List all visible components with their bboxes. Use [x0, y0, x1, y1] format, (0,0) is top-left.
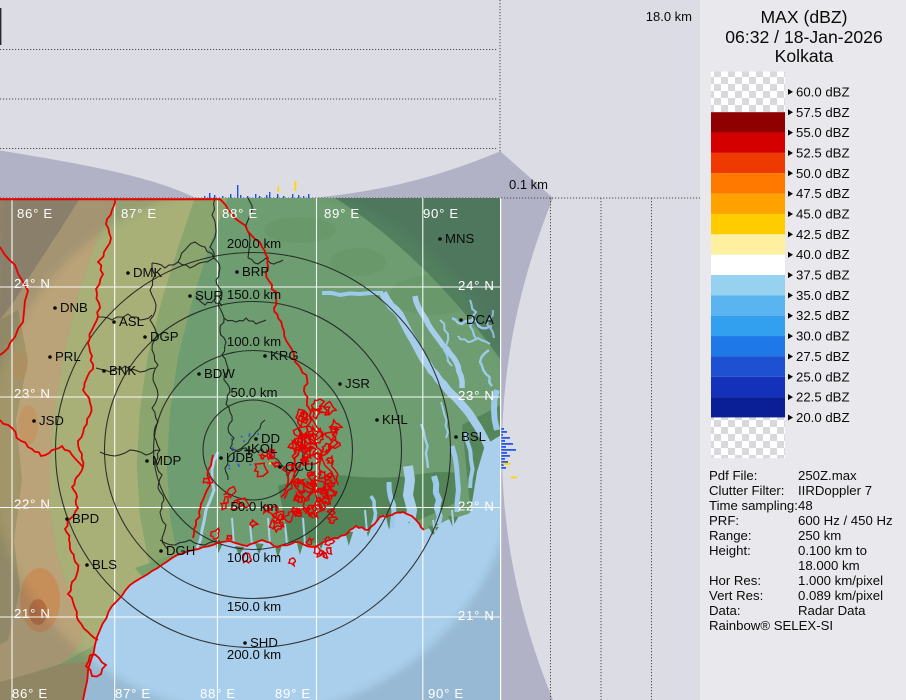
svg-text:22° N: 22° N — [458, 499, 495, 514]
svg-text:23° N: 23° N — [14, 386, 51, 401]
svg-text:JSD: JSD — [39, 413, 64, 428]
svg-text:250 km: 250 km — [798, 528, 841, 543]
svg-text:1.000 km/pixel: 1.000 km/pixel — [798, 573, 883, 588]
svg-text:BRP: BRP — [242, 264, 269, 279]
svg-text:21° N: 21° N — [458, 608, 495, 623]
svg-text:KRG: KRG — [270, 348, 299, 363]
svg-text:40.0 dBZ: 40.0 dBZ — [796, 247, 850, 262]
svg-text:23° N: 23° N — [458, 388, 495, 403]
svg-text:SHD: SHD — [250, 635, 278, 650]
svg-text:BLS: BLS — [92, 557, 117, 572]
svg-text:87° E: 87° E — [121, 206, 157, 221]
svg-text:KHL: KHL — [382, 412, 408, 427]
svg-text:Range:: Range: — [709, 528, 752, 543]
svg-text:35.0 dBZ: 35.0 dBZ — [796, 288, 850, 303]
svg-text:Pdf File:: Pdf File: — [709, 468, 757, 483]
svg-text:55.0 dBZ: 55.0 dBZ — [796, 125, 850, 140]
svg-text:88° E: 88° E — [222, 206, 258, 221]
svg-text:48: 48 — [798, 498, 813, 513]
svg-text:Vert Res:: Vert Res: — [709, 588, 763, 603]
svg-text:MAX (dBZ): MAX (dBZ) — [761, 7, 848, 27]
svg-text:50.0 km: 50.0 km — [231, 385, 278, 400]
svg-text:60.0 dBZ: 60.0 dBZ — [796, 84, 850, 99]
svg-text:SUR: SUR — [195, 288, 223, 303]
svg-text:21° N: 21° N — [14, 606, 51, 621]
svg-text:88° E: 88° E — [200, 686, 236, 700]
svg-text:42.5 dBZ: 42.5 dBZ — [796, 227, 850, 242]
svg-text:87° E: 87° E — [115, 686, 151, 700]
svg-text:Radar Data: Radar Data — [798, 603, 866, 618]
svg-text:PRL: PRL — [55, 349, 81, 364]
svg-text:18.000 km: 18.000 km — [798, 558, 860, 573]
svg-text:KOL: KOL — [251, 441, 277, 456]
svg-text:Clutter Filter:: Clutter Filter: — [709, 483, 784, 498]
svg-text:52.5 dBZ: 52.5 dBZ — [796, 146, 850, 161]
svg-text:MNS: MNS — [445, 231, 475, 246]
svg-text:0.100 km to: 0.100 km to — [798, 543, 867, 558]
svg-text:25.0 dBZ: 25.0 dBZ — [796, 369, 850, 384]
svg-text:30.0 dBZ: 30.0 dBZ — [796, 329, 850, 344]
svg-text:22° N: 22° N — [14, 497, 51, 512]
svg-text:86° E: 86° E — [17, 206, 53, 221]
svg-text:100.0 km: 100.0 km — [227, 334, 281, 349]
svg-text:DCA: DCA — [466, 312, 494, 327]
svg-text:24° N: 24° N — [458, 278, 495, 293]
svg-text:32.5 dBZ: 32.5 dBZ — [796, 308, 850, 323]
svg-text:DGH: DGH — [166, 543, 195, 558]
svg-text:200.0 km: 200.0 km — [227, 647, 281, 662]
svg-text:UDB: UDB — [226, 450, 254, 465]
svg-text:150.0 km: 150.0 km — [227, 599, 281, 614]
svg-text:0.089 km/pixel: 0.089 km/pixel — [798, 588, 883, 603]
svg-text:600 Hz / 450 Hz: 600 Hz / 450 Hz — [798, 513, 893, 528]
svg-text:150.0 km: 150.0 km — [227, 287, 281, 302]
svg-text:24° N: 24° N — [14, 276, 51, 291]
svg-text:IIRDoppler 7: IIRDoppler 7 — [798, 483, 872, 498]
svg-text:89° E: 89° E — [275, 686, 311, 700]
svg-text:50.0 dBZ: 50.0 dBZ — [796, 166, 850, 181]
svg-text:JSR: JSR — [345, 376, 370, 391]
svg-text:DMK: DMK — [133, 265, 163, 280]
svg-text:BPD: BPD — [72, 511, 99, 526]
svg-text:27.5 dBZ: 27.5 dBZ — [796, 349, 850, 364]
svg-text:Height:: Height: — [709, 543, 751, 558]
svg-text:06:32 / 18-Jan-2026: 06:32 / 18-Jan-2026 — [725, 27, 883, 47]
svg-text:18.0 km: 18.0 km — [646, 9, 692, 24]
svg-text:47.5 dBZ: 47.5 dBZ — [796, 186, 850, 201]
svg-text:20.0 dBZ: 20.0 dBZ — [796, 410, 850, 425]
svg-text:Hor Res:: Hor Res: — [709, 573, 761, 588]
svg-text:PRF:: PRF: — [709, 513, 739, 528]
svg-text:BDW: BDW — [204, 366, 235, 381]
svg-text:45.0 dBZ: 45.0 dBZ — [796, 207, 850, 222]
svg-text:86° E: 86° E — [12, 686, 48, 700]
svg-text:Time sampling:: Time sampling: — [709, 498, 798, 513]
svg-text:Data:: Data: — [709, 603, 741, 618]
svg-text:37.5 dBZ: 37.5 dBZ — [796, 268, 850, 283]
svg-text:200.0 km: 200.0 km — [227, 236, 281, 251]
svg-text:50.0 km: 50.0 km — [231, 499, 278, 514]
svg-text:ASL: ASL — [119, 314, 144, 329]
svg-text:Rainbow® SELEX-SI: Rainbow® SELEX-SI — [709, 618, 833, 633]
svg-text:BSL: BSL — [461, 429, 486, 444]
svg-text:CCU: CCU — [285, 459, 314, 474]
svg-text:MDP: MDP — [152, 453, 182, 468]
svg-text:57.5 dBZ: 57.5 dBZ — [796, 105, 850, 120]
svg-text:BNK: BNK — [109, 363, 136, 378]
svg-text:250Z.max: 250Z.max — [798, 468, 857, 483]
svg-text:0.1 km: 0.1 km — [509, 177, 548, 192]
svg-text:90° E: 90° E — [428, 686, 464, 700]
svg-text:Kolkata: Kolkata — [775, 46, 834, 66]
svg-text:100.0 km: 100.0 km — [227, 550, 281, 565]
svg-text:89° E: 89° E — [324, 206, 360, 221]
svg-text:90° E: 90° E — [423, 206, 459, 221]
svg-text:DD: DD — [261, 431, 280, 446]
svg-text:DGP: DGP — [150, 329, 179, 344]
svg-text:22.5 dBZ: 22.5 dBZ — [796, 390, 850, 405]
svg-text:DNB: DNB — [60, 300, 88, 315]
